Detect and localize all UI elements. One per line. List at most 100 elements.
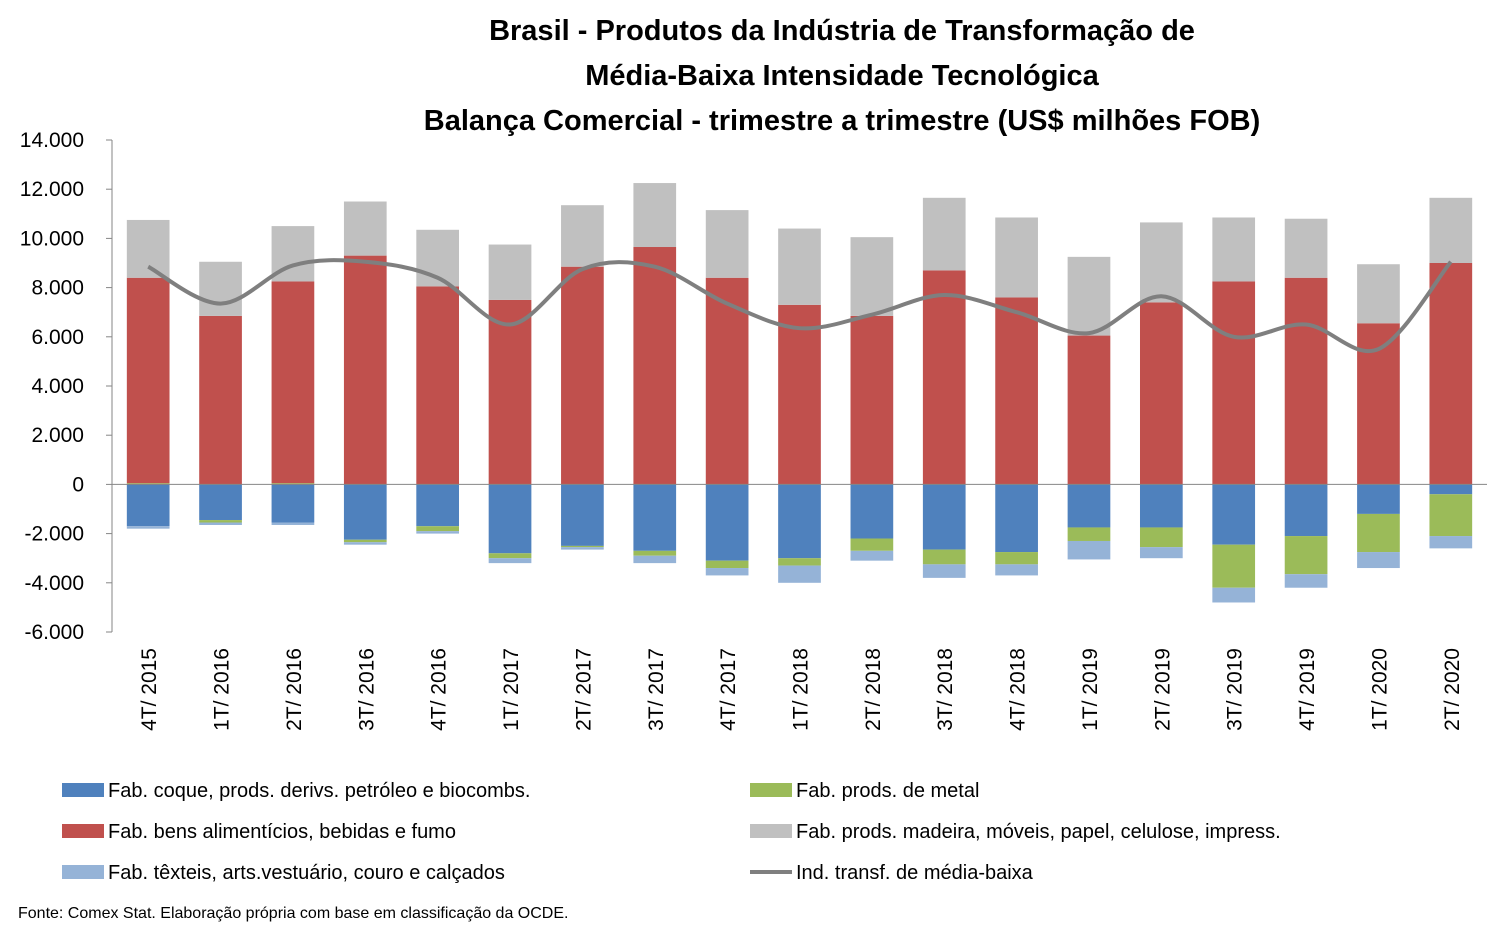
bar-segment-0-11 — [922, 484, 966, 550]
bar-segment-4-18 — [1429, 536, 1473, 549]
bar-segment-4-7 — [633, 555, 677, 564]
bar-segment-4-10 — [850, 550, 894, 561]
bar-segment-0-16 — [1284, 484, 1328, 537]
x-tick-label: 3T/ 2018 — [934, 648, 957, 731]
bar-segment-2-10 — [850, 315, 894, 485]
x-tick-label: 2T/ 2019 — [1151, 648, 1174, 731]
bar-segment-0-14 — [1139, 484, 1183, 528]
source-note: Fonte: Comex Stat. Elaboração própria co… — [18, 905, 568, 922]
legend-label-1: Fab. prods. de metal — [796, 780, 979, 802]
bar-segment-0-7 — [633, 484, 677, 551]
legend: Fab. coque, prods. derivs. petróleo e bi… — [62, 780, 1281, 884]
bar-segment-0-9 — [778, 484, 821, 559]
x-tick-label: 2T/ 2017 — [572, 648, 595, 731]
bar-segment-1-18 — [1429, 494, 1473, 537]
legend-label-0: Fab. coque, prods. derivs. petróleo e bi… — [108, 780, 530, 802]
y-tick-label: -4.000 — [24, 572, 84, 595]
bar-segment-1-2 — [271, 483, 315, 485]
bar-segment-2-8 — [705, 277, 749, 485]
bar-segment-4-1 — [199, 522, 242, 525]
bar-segment-0-3 — [343, 484, 387, 540]
line-series-5 — [147, 258, 1453, 354]
bar-segment-1-6 — [561, 545, 604, 548]
bar-segment-2-6 — [561, 266, 604, 485]
bar-segment-0-1 — [199, 484, 242, 521]
bar-segment-0-17 — [1357, 484, 1400, 514]
bar-segment-1-8 — [705, 560, 749, 569]
bar-segment-1-1 — [199, 520, 242, 523]
chart-title-line-1: Brasil - Produtos da Indústria de Transf… — [489, 15, 1195, 47]
bar-segment-2-11 — [922, 270, 966, 485]
bar-segment-3-16 — [1284, 218, 1328, 278]
bar-segment-0-4 — [416, 484, 460, 527]
y-tick-label: 14.000 — [20, 129, 84, 152]
bar-segment-4-4 — [416, 531, 460, 534]
bar-segment-4-0 — [126, 526, 170, 529]
bar-segment-1-11 — [922, 549, 966, 565]
bar-segment-2-0 — [126, 277, 170, 484]
x-tick-label: 3T/ 2019 — [1224, 648, 1247, 731]
legend-swatch-4 — [62, 865, 104, 879]
bar-segment-4-12 — [995, 564, 1038, 576]
bar-segment-3-9 — [778, 228, 821, 305]
bar-segment-1-12 — [995, 552, 1038, 565]
chart-title-line-2: Média-Baixa Intensidade Tecnológica — [585, 60, 1099, 92]
bar-segment-2-15 — [1212, 281, 1256, 485]
bar-segment-2-13 — [1067, 335, 1111, 485]
y-tick-label: 6.000 — [31, 326, 84, 349]
bar-segment-2-3 — [343, 255, 387, 485]
bar-segment-4-8 — [705, 568, 749, 576]
bar-segment-4-17 — [1357, 552, 1400, 569]
bar-segment-3-14 — [1139, 222, 1183, 303]
bar-segment-2-5 — [488, 299, 532, 485]
x-tick-label: 4T/ 2018 — [1007, 648, 1030, 731]
legend-swatch-1 — [750, 783, 792, 797]
bar-segment-4-2 — [271, 522, 315, 525]
x-tick-label: 4T/ 2019 — [1296, 648, 1319, 731]
bar-segment-3-10 — [850, 237, 894, 316]
bar-segment-3-17 — [1357, 264, 1400, 324]
bar-segment-0-6 — [561, 484, 604, 546]
bar-segment-3-15 — [1212, 217, 1256, 282]
legend-label-5: Ind. transf. de média-baixa — [796, 862, 1034, 884]
bar-segment-0-2 — [271, 484, 315, 523]
bar-segment-2-14 — [1139, 302, 1183, 485]
y-tick-label: 2.000 — [31, 424, 84, 447]
bar-segment-2-16 — [1284, 277, 1328, 485]
y-axis: -6.000 -4.000 -2.000 0 2.000 4.000 6.000 8.000 1… — [20, 129, 113, 644]
bar-segment-2-12 — [995, 297, 1038, 485]
chart-title: Brasil - Produtos da Indústria de Transf… — [424, 15, 1260, 137]
x-tick-label: 2T/ 2016 — [283, 648, 306, 731]
x-tick-label: 1T/ 2019 — [1079, 648, 1102, 731]
bar-segment-3-5 — [488, 244, 532, 300]
bar-segment-1-14 — [1139, 527, 1183, 548]
bar-segment-2-4 — [416, 286, 460, 485]
bar-segment-1-16 — [1284, 536, 1328, 575]
bar-series — [126, 183, 1473, 603]
y-tick-label: 10.000 — [20, 227, 84, 250]
y-tick-label: -6.000 — [24, 621, 84, 644]
bar-segment-3-6 — [561, 205, 604, 267]
bar-segment-0-10 — [850, 484, 894, 539]
bar-segment-1-0 — [126, 483, 170, 485]
bar-segment-1-7 — [633, 550, 677, 556]
x-tick-label: 1T/ 2016 — [211, 648, 234, 731]
bar-segment-1-4 — [416, 526, 460, 532]
y-tick-label: 0 — [72, 473, 84, 496]
x-tick-label: 1T/ 2020 — [1368, 648, 1391, 731]
legend-swatch-0 — [62, 783, 104, 797]
bar-segment-2-2 — [271, 281, 315, 484]
bar-segment-4-14 — [1139, 547, 1183, 559]
x-tick-label: 1T/ 2017 — [500, 648, 523, 731]
bar-segment-1-10 — [850, 538, 894, 551]
bar-segment-4-16 — [1284, 574, 1328, 588]
bar-segment-0-15 — [1212, 484, 1256, 545]
bar-segment-4-15 — [1212, 587, 1256, 603]
x-tick-label: 4T/ 2016 — [428, 648, 451, 731]
bar-segment-4-5 — [488, 558, 532, 564]
bar-segment-3-7 — [633, 183, 677, 248]
bar-segment-1-13 — [1067, 527, 1111, 541]
y-tick-label: 12.000 — [20, 178, 84, 201]
bar-segment-1-15 — [1212, 544, 1256, 588]
